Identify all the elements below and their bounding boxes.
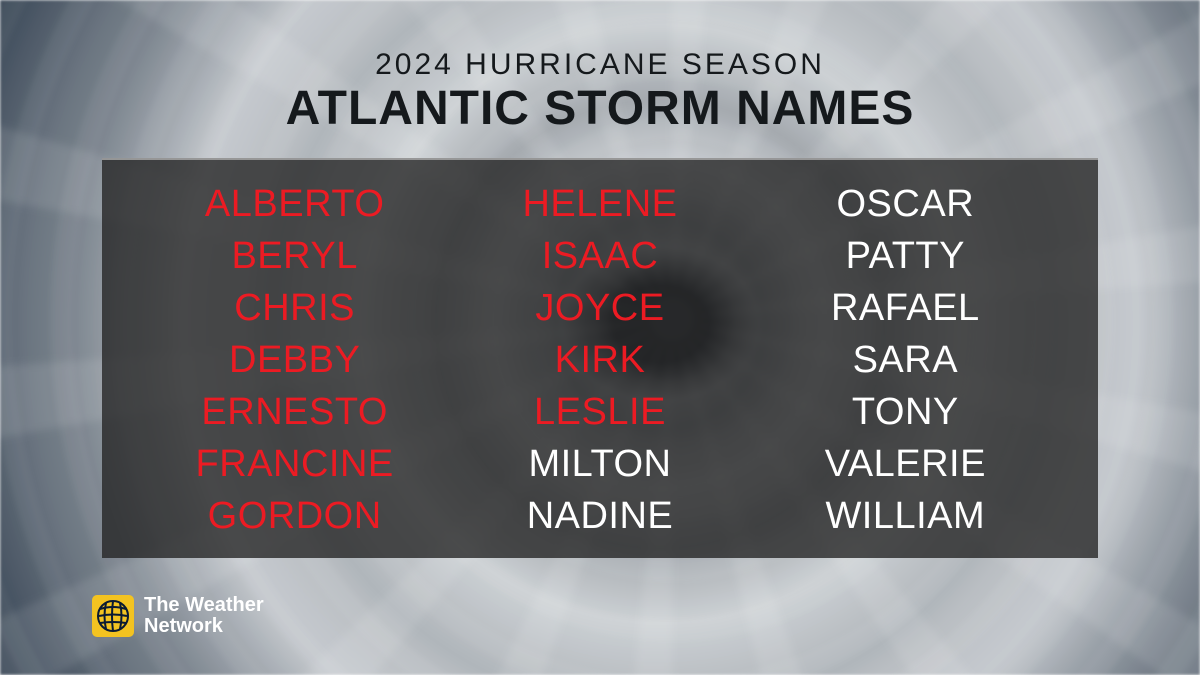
storm-name: VALERIE (753, 438, 1058, 490)
main-title: ATLANTIC STORM NAMES (0, 84, 1200, 134)
storm-name: WILLIAM (753, 490, 1058, 542)
storm-name: FRANCINE (142, 438, 447, 490)
names-panel: ALBERTOBERYLCHRISDEBBYERNESTOFRANCINEGOR… (102, 158, 1098, 558)
storm-name: RAFAEL (753, 282, 1058, 334)
storm-name: MILTON (447, 438, 752, 490)
names-column: ALBERTOBERYLCHRISDEBBYERNESTOFRANCINEGOR… (142, 178, 447, 548)
storm-name: CHRIS (142, 282, 447, 334)
names-column: HELENEISAACJOYCEKIRKLESLIEMILTONNADINE (447, 178, 752, 548)
storm-name: GORDON (142, 490, 447, 542)
storm-name: BERYL (142, 230, 447, 282)
storm-name: TONY (753, 386, 1058, 438)
header: 2024 HURRICANE SEASON ATLANTIC STORM NAM… (0, 0, 1200, 134)
brand-line-2: Network (144, 616, 264, 637)
storm-name: OSCAR (753, 178, 1058, 230)
storm-name: ISAAC (447, 230, 752, 282)
storm-name: HELENE (447, 178, 752, 230)
brand-text: The Weather Network (144, 595, 264, 637)
storm-name: LESLIE (447, 386, 752, 438)
storm-name: JOYCE (447, 282, 752, 334)
storm-name: ERNESTO (142, 386, 447, 438)
names-column: OSCARPATTYRAFAELSARATONYVALERIEWILLIAM (753, 178, 1058, 548)
storm-name: ALBERTO (142, 178, 447, 230)
storm-name: DEBBY (142, 334, 447, 386)
infographic-stage: 2024 HURRICANE SEASON ATLANTIC STORM NAM… (0, 0, 1200, 675)
storm-name: SARA (753, 334, 1058, 386)
season-subtitle: 2024 HURRICANE SEASON (0, 48, 1200, 82)
brand-line-1: The Weather (144, 595, 264, 616)
storm-name: PATTY (753, 230, 1058, 282)
storm-name: NADINE (447, 490, 752, 542)
brand-logo-icon (92, 595, 134, 637)
storm-name: KIRK (447, 334, 752, 386)
brand-badge: The Weather Network (92, 595, 264, 637)
